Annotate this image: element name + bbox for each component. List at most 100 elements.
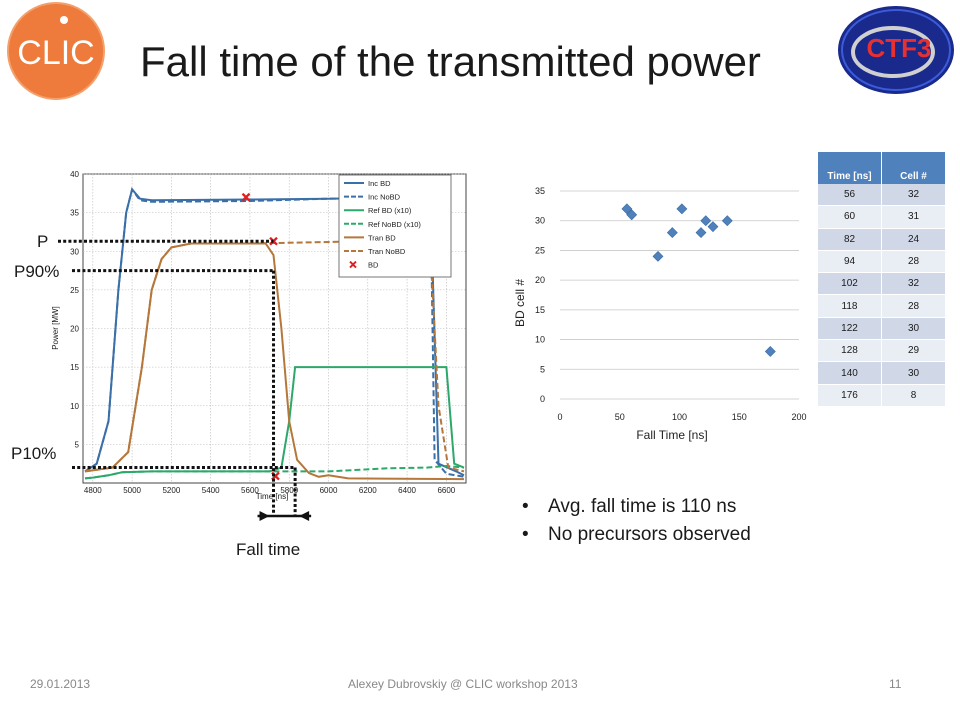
waveform-y-tick-label: 5	[75, 440, 80, 449]
table-header-time: Time [ns]	[818, 152, 882, 184]
table-cell-time: 94	[818, 250, 882, 274]
scatter-x-tick-label: 100	[672, 412, 687, 422]
table-cell-number: 30	[881, 317, 945, 341]
p10-level-label: P10%	[11, 444, 56, 463]
waveform-x-tick-label: 6200	[359, 486, 377, 495]
scatter-point	[764, 346, 776, 357]
table-row: 102 32	[818, 272, 945, 296]
bd-marker	[241, 192, 251, 202]
waveform-y-tick-label: 25	[70, 286, 79, 295]
ctf3-logo: CTF3	[838, 6, 954, 94]
waveform-legend: Inc BD Inc NoBD Ref BD (x10) Ref NoBD (x10)…	[338, 174, 452, 278]
waveform-series-line	[84, 187, 465, 478]
table-header-cell: Cell #	[881, 152, 945, 184]
table-row: 56 32	[818, 184, 945, 207]
table-row: 94 28	[818, 250, 945, 274]
table-row: 60 31	[818, 205, 945, 229]
scatter-point	[666, 227, 678, 239]
scatter-point	[621, 203, 633, 215]
waveform-y-axis-label: Power [MW]	[51, 306, 60, 350]
ctf3-logo-text: CTF3	[867, 33, 932, 63]
scatter-y-axis-label: BD cell #	[513, 279, 527, 327]
waveform-x-tick-label: 4800	[84, 486, 102, 495]
waveform-y-tick-label: 35	[70, 209, 79, 218]
legend-entry: Ref NoBD (x10)	[368, 220, 421, 229]
legend-entry: Inc NoBD	[368, 193, 401, 202]
fall-time-annotations	[58, 239, 312, 521]
scatter-point	[626, 209, 638, 221]
scatter-tick-labels: 0 5 10 15 20 25 30 35 0 50 100 150 200	[535, 186, 807, 422]
scatter-y-tick-label: 5	[540, 364, 545, 374]
table-cell-number: 31	[881, 205, 945, 229]
summary-bullets: Avg. fall time is 110 ns No precursors o…	[522, 493, 751, 549]
power-waveform-chart: 4800 5000 5200 5400 5600 5800 6000 6200 6400 6600…	[11, 170, 467, 559]
waveform-series-line	[84, 464, 465, 480]
waveform-y-tick-label: 40	[70, 170, 79, 179]
fall-time-scatter-chart: 0 5 10 15 20 25 30 35 0 50 100 150 200 BD cell # Fal…	[513, 186, 807, 442]
footer-date: 29.01.2013	[30, 677, 91, 691]
p90-level-label: P90%	[14, 262, 59, 281]
table-cell-time: 118	[818, 294, 882, 318]
legend-entry: Ref BD (x10)	[368, 206, 412, 215]
legend-entry: Inc BD	[368, 179, 391, 188]
legend-entry: Tran BD	[368, 233, 396, 242]
scatter-point	[652, 250, 664, 262]
table-row: 128 29	[818, 339, 945, 363]
scatter-x-tick-label: 50	[615, 412, 625, 422]
scatter-y-tick-label: 20	[535, 275, 545, 285]
table-cell-number: 32	[881, 272, 945, 296]
scatter-point	[700, 215, 712, 227]
bullet-no-precursors: No precursors observed	[522, 521, 751, 549]
slide-title: Fall time of the transmitted power	[140, 38, 761, 85]
table-cell-time: 60	[818, 205, 882, 229]
scatter-point	[695, 227, 707, 239]
table-cell-number: 24	[881, 228, 945, 251]
clic-logo-text: CLIC	[17, 34, 94, 72]
waveform-x-tick-label: 5200	[162, 486, 180, 495]
table-cell-time: 128	[818, 339, 882, 363]
bd-marker	[269, 236, 278, 246]
scatter-grid	[560, 190, 799, 400]
table-row: 122 30	[818, 317, 945, 341]
legend-entry: BD	[368, 261, 379, 270]
table-cell-number: 30	[881, 361, 945, 385]
footer-author: Alexey Dubrovskiy @ CLIC workshop 2013	[348, 677, 578, 691]
scatter-y-tick-label: 30	[535, 216, 545, 226]
waveform-legend-box	[338, 174, 452, 278]
table-cell-number: 8	[881, 384, 945, 407]
waveform-x-tick-label: 6600	[437, 486, 455, 495]
waveform-y-tick-label: 15	[70, 363, 79, 372]
scatter-y-tick-label: 10	[535, 335, 545, 345]
fall-time-arrow-left	[259, 511, 270, 521]
scatter-y-tick-label: 35	[535, 186, 545, 196]
fall-time-label: Fall time	[236, 540, 300, 559]
waveform-x-tick-label: 5600	[241, 486, 259, 495]
scatter-x-axis-label: Fall Time [ns]	[636, 428, 707, 442]
legend-bd-marker	[349, 260, 357, 269]
waveform-series	[84, 187, 465, 481]
table-row: 82 24	[818, 228, 945, 251]
bullet-avg-fall-time: Avg. fall time is 110 ns	[522, 493, 751, 521]
waveform-series-line	[84, 238, 465, 473]
scatter-point	[676, 203, 688, 215]
table-cell-time: 140	[818, 361, 882, 385]
table-cell-time: 102	[818, 272, 882, 296]
waveform-x-axis-label: Time [ns]	[256, 492, 289, 501]
table-row: 118 28	[818, 294, 945, 318]
fall-time-arrow-right	[299, 511, 310, 521]
table-row: 176 8	[818, 384, 945, 407]
table-cell-number: 28	[881, 250, 945, 274]
scatter-y-tick-label: 15	[535, 305, 545, 315]
waveform-tick-labels: 4800 5000 5200 5400 5600 5800 6000 6200 6400 6600…	[70, 170, 456, 495]
table-header-row: Time [ns] Cell #	[818, 152, 945, 184]
waveform-y-tick-label: 30	[70, 247, 79, 256]
legend-entry: Tran NoBD	[368, 247, 406, 256]
table-cell-number: 32	[881, 184, 945, 207]
table-cell-time: 56	[818, 184, 882, 207]
waveform-x-tick-label: 5000	[123, 486, 141, 495]
waveform-x-tick-label: 5400	[202, 486, 220, 495]
waveform-x-tick-label: 5800	[280, 486, 298, 495]
scatter-points	[621, 203, 776, 357]
page-number: 11	[889, 677, 902, 691]
clic-logo: CLIC	[7, 2, 105, 100]
